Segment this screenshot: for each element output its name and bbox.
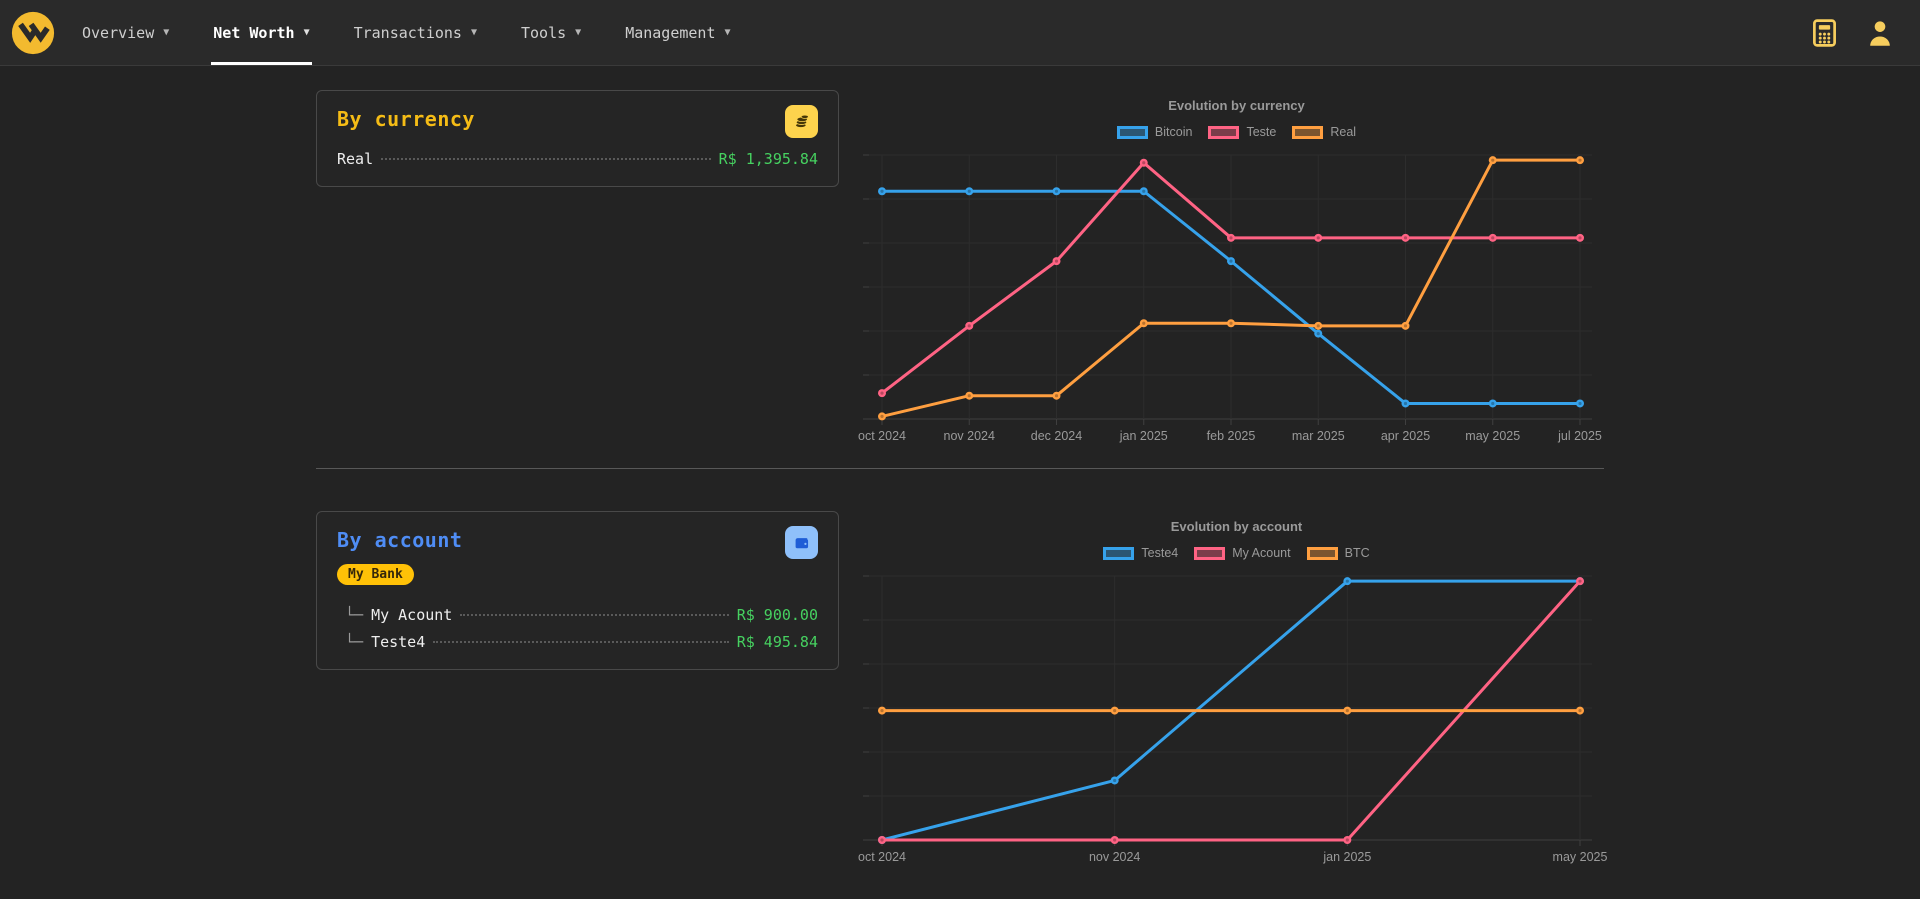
net-worth-page: By currency Real R$ 1,395.84 Evolution b… xyxy=(0,66,1920,873)
legend-item-bitcoin[interactable]: Bitcoin xyxy=(1116,125,1193,139)
evolution-by-currency-chart: Evolution by currency Bitcoin Teste Real o… xyxy=(858,90,1604,452)
account-row-teste4: └─ Teste4 R$ 495.84 xyxy=(337,633,818,651)
legend-item-real[interactable]: Real xyxy=(1292,125,1356,139)
legend-label: BTC xyxy=(1344,546,1370,560)
nav-item-label: Transactions xyxy=(353,23,462,42)
account-section: By account My Bank └─ My Acount R$ 900.0… xyxy=(316,511,1607,873)
user-icon[interactable] xyxy=(1866,18,1894,48)
tree-branch-glyph: └─ xyxy=(345,633,364,651)
account-label: Teste4 xyxy=(371,633,426,651)
nav-item-overview[interactable]: Overview ▼ xyxy=(80,0,171,65)
wallet-icon[interactable] xyxy=(785,526,818,559)
legend-item-teste[interactable]: Teste xyxy=(1208,125,1276,139)
top-nav: Overview ▼ Net Worth ▼ Transactions ▼ To… xyxy=(0,0,1920,66)
legend-item-btc[interactable]: BTC xyxy=(1306,546,1370,560)
legend-swatch xyxy=(1103,546,1135,560)
account-group-badge[interactable]: My Bank xyxy=(337,564,414,585)
by-currency-card: By currency Real R$ 1,395.84 xyxy=(316,90,839,187)
chevron-down-icon: ▼ xyxy=(575,26,582,38)
nav-item-net-worth[interactable]: Net Worth ▼ xyxy=(211,0,312,65)
svg-text:mar 2025: mar 2025 xyxy=(1292,429,1345,443)
currency-row-real: Real R$ 1,395.84 xyxy=(337,150,818,168)
account-value: R$ 900.00 xyxy=(736,606,818,624)
legend-label: Bitcoin xyxy=(1154,125,1193,139)
nav-item-transactions[interactable]: Transactions ▼ xyxy=(352,0,479,65)
legend-swatch xyxy=(1208,125,1240,139)
section-divider xyxy=(316,468,1604,469)
currency-value: R$ 1,395.84 xyxy=(718,150,818,168)
legend-swatch xyxy=(1116,125,1148,139)
nav-item-tools[interactable]: Tools ▼ xyxy=(519,0,583,65)
chevron-down-icon: ▼ xyxy=(303,26,310,38)
account-value: R$ 495.84 xyxy=(736,633,818,651)
chevron-down-icon: ▼ xyxy=(724,26,731,38)
legend-swatch xyxy=(1306,546,1338,560)
nav-item-management[interactable]: Management ▼ xyxy=(623,0,732,65)
card-title: By account xyxy=(337,528,463,552)
legend-label: Real xyxy=(1330,125,1357,139)
brand-logo-icon xyxy=(11,11,55,54)
account-row-my-acount: └─ My Acount R$ 900.00 xyxy=(337,606,818,624)
svg-text:nov 2024: nov 2024 xyxy=(1089,850,1140,864)
svg-text:jul 2025: jul 2025 xyxy=(1557,429,1602,443)
chart-legend: Bitcoin Teste Real xyxy=(869,125,1604,139)
nav-item-label: Management xyxy=(625,23,716,42)
svg-text:oct 2024: oct 2024 xyxy=(858,429,906,443)
svg-text:jan 2025: jan 2025 xyxy=(1322,850,1371,864)
legend-label: Teste xyxy=(1246,125,1277,139)
svg-text:jan 2025: jan 2025 xyxy=(1119,429,1168,443)
chart-title: Evolution by currency xyxy=(1168,98,1305,113)
app-logo[interactable] xyxy=(10,0,56,65)
svg-text:nov 2024: nov 2024 xyxy=(944,429,995,443)
svg-text:dec 2024: dec 2024 xyxy=(1031,429,1082,443)
dotted-leader xyxy=(460,614,729,616)
legend-label: Teste4 xyxy=(1141,546,1179,560)
chart-legend: Teste4 My Acount BTC xyxy=(869,546,1604,560)
calculator-icon[interactable] xyxy=(1811,18,1838,48)
nav-item-label: Overview xyxy=(82,23,155,42)
svg-text:may 2025: may 2025 xyxy=(1465,429,1520,443)
nav-menu: Overview ▼ Net Worth ▼ Transactions ▼ To… xyxy=(80,0,733,65)
by-account-card: By account My Bank └─ My Acount R$ 900.0… xyxy=(316,511,839,670)
evolution-by-account-chart: Evolution by account Teste4 My Acount BTC … xyxy=(858,511,1607,873)
dotted-leader xyxy=(433,641,729,643)
chevron-down-icon: ▼ xyxy=(470,26,477,38)
nav-item-label: Tools xyxy=(521,23,567,42)
nav-item-label: Net Worth xyxy=(213,23,295,42)
chart-title: Evolution by account xyxy=(1170,519,1303,534)
chart-canvas[interactable]: oct 2024 nov 2024 jan 2025 may 2025 xyxy=(858,568,1607,873)
nav-actions xyxy=(1811,0,1894,65)
tree-branch-glyph: └─ xyxy=(345,606,364,624)
dotted-leader xyxy=(381,158,711,160)
svg-text:feb 2025: feb 2025 xyxy=(1207,429,1256,443)
currency-section: By currency Real R$ 1,395.84 Evolution b… xyxy=(316,90,1604,452)
legend-item-my-acount[interactable]: My Acount xyxy=(1194,546,1291,560)
legend-swatch xyxy=(1292,125,1324,139)
legend-label: My Acount xyxy=(1232,546,1291,560)
chevron-down-icon: ▼ xyxy=(163,26,170,38)
account-label: My Acount xyxy=(371,606,453,624)
card-title: By currency xyxy=(337,107,475,131)
svg-text:oct 2024: oct 2024 xyxy=(858,850,906,864)
legend-item-teste4[interactable]: Teste4 xyxy=(1103,546,1178,560)
svg-text:may 2025: may 2025 xyxy=(1553,850,1608,864)
legend-swatch xyxy=(1194,546,1226,560)
currency-label: Real xyxy=(337,150,374,168)
chart-canvas[interactable]: oct 2024 nov 2024 dec 2024 jan 2025 feb 2025… xyxy=(858,147,1604,452)
coins-icon[interactable] xyxy=(785,105,818,138)
svg-text:apr 2025: apr 2025 xyxy=(1381,429,1430,443)
